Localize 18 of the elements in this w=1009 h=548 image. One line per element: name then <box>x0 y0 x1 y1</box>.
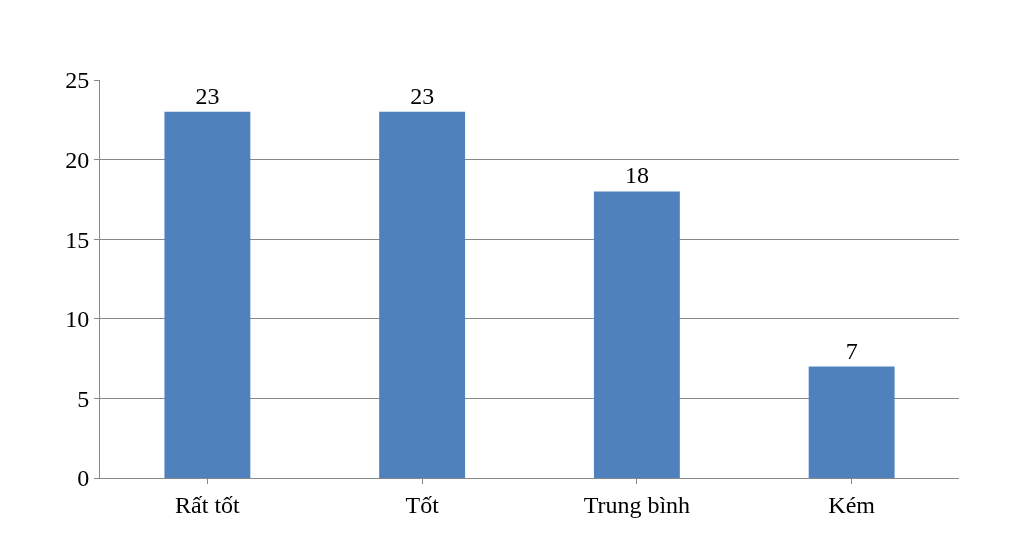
bar <box>379 111 466 478</box>
data-label: 23 <box>410 82 435 109</box>
x-tick-label: Kém <box>828 491 876 518</box>
bar <box>808 366 895 478</box>
y-tick-label: 15 <box>65 226 90 253</box>
data-label: 7 <box>845 337 858 364</box>
x-tick-label: Tốt <box>405 491 440 518</box>
y-tick-label: 20 <box>65 147 90 173</box>
x-tick-label: Trung bình <box>583 491 691 518</box>
bar <box>164 111 251 478</box>
y-tick-label: 25 <box>65 67 90 94</box>
y-tick-label: 5 <box>77 385 90 412</box>
bar <box>593 191 680 478</box>
x-tick-label: Rất tốt <box>175 491 241 518</box>
data-label: 18 <box>624 162 649 189</box>
y-tick-label: 0 <box>77 465 90 492</box>
y-tick-label: 10 <box>65 306 90 333</box>
data-label: 23 <box>195 82 220 109</box>
